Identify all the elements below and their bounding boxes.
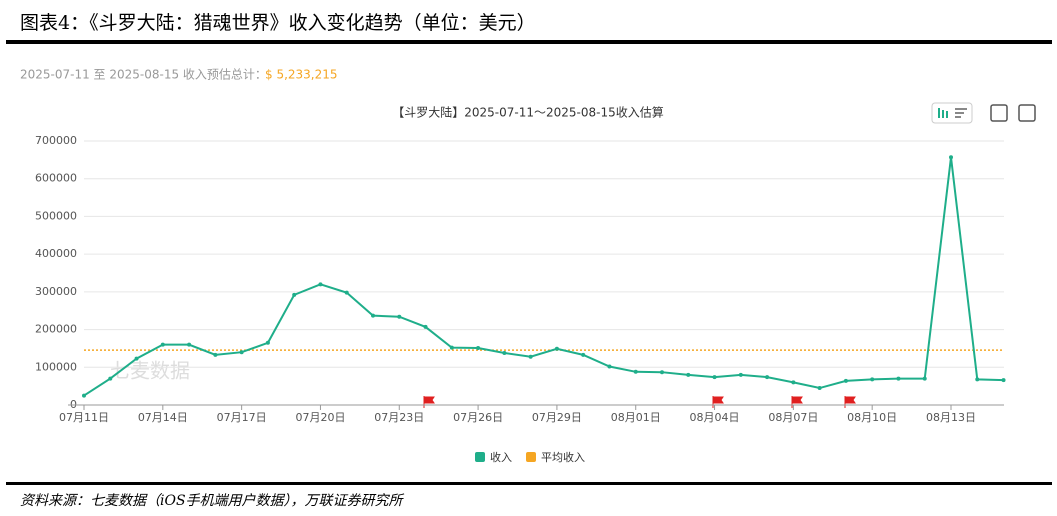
point bbox=[738, 372, 743, 377]
point bbox=[449, 345, 454, 350]
point bbox=[843, 378, 848, 383]
icon bbox=[955, 108, 967, 110]
point bbox=[765, 375, 770, 380]
point bbox=[528, 354, 533, 359]
point bbox=[949, 155, 953, 160]
point bbox=[581, 352, 586, 357]
point bbox=[686, 372, 691, 377]
point bbox=[213, 352, 218, 357]
summary-label: 2025-07-11 至 2025-08-15 收入预估总计： bbox=[20, 68, 267, 82]
point bbox=[239, 350, 244, 355]
flags bbox=[423, 396, 856, 408]
x-tick-label: 07月29日 bbox=[532, 411, 582, 424]
flag bbox=[712, 396, 724, 408]
toolbar[interactable] bbox=[931, 102, 1036, 124]
y-tick-label: 200000 bbox=[35, 323, 77, 336]
point bbox=[502, 350, 507, 355]
point bbox=[134, 356, 139, 361]
flag bbox=[844, 396, 856, 408]
flag bbox=[791, 396, 803, 408]
x-tick-label: 07月17日 bbox=[217, 411, 267, 424]
point bbox=[344, 290, 349, 295]
x-tick-label: 08月01日 bbox=[611, 411, 661, 424]
download-button[interactable] bbox=[1018, 104, 1036, 122]
point bbox=[870, 377, 875, 382]
point bbox=[1001, 378, 1006, 383]
point bbox=[554, 346, 559, 351]
point bbox=[397, 314, 402, 319]
source: 资料来源：七麦数据（iOS手机端用户数据），万联证券研究所 bbox=[20, 493, 405, 509]
icon bbox=[942, 110, 944, 118]
x-tick-label: 08月07日 bbox=[768, 411, 818, 424]
flag bbox=[423, 396, 435, 408]
y-tick-label: 700000 bbox=[35, 134, 77, 147]
x-tick-label: 07月11日 bbox=[59, 411, 109, 424]
point bbox=[896, 376, 901, 381]
legend-swatch bbox=[475, 452, 485, 462]
x-tick-label: 08月04日 bbox=[690, 411, 740, 424]
point bbox=[633, 369, 638, 374]
x-tick-label: 07月14日 bbox=[138, 411, 188, 424]
point bbox=[975, 377, 980, 382]
legend-label: 收入 bbox=[490, 450, 512, 464]
watermark: 七麦数据 bbox=[110, 359, 190, 383]
icon bbox=[955, 116, 961, 118]
header-rule bbox=[6, 40, 1052, 44]
summary-total: $ 5,233,215 bbox=[265, 68, 338, 82]
point bbox=[108, 376, 113, 381]
y-tick-label: 600000 bbox=[35, 172, 77, 185]
header-title: 图表4：《斗罗大陆：猎魂世界》收入变化趋势（单位：美元） bbox=[20, 12, 536, 34]
x-tick-label: 08月13日 bbox=[926, 411, 976, 424]
footer-rule bbox=[6, 482, 1052, 485]
icon bbox=[938, 108, 940, 118]
legend-label: 平均收入 bbox=[541, 450, 585, 464]
point bbox=[318, 282, 323, 287]
point bbox=[187, 342, 192, 347]
point bbox=[922, 376, 927, 381]
image-button[interactable] bbox=[990, 104, 1008, 122]
point bbox=[423, 324, 428, 329]
point bbox=[292, 292, 297, 297]
x-tick-label: 07月20日 bbox=[295, 411, 345, 424]
point bbox=[265, 340, 270, 345]
y-tick-label: 300000 bbox=[35, 285, 77, 298]
point bbox=[712, 375, 717, 380]
point bbox=[817, 386, 822, 391]
point bbox=[791, 380, 796, 385]
x-tick-label: 07月26日 bbox=[453, 411, 503, 424]
point bbox=[160, 342, 165, 347]
series-line bbox=[83, 157, 1004, 397]
x-tick-label: 08月10日 bbox=[847, 411, 897, 424]
icon bbox=[946, 111, 948, 118]
legend-swatch bbox=[526, 452, 536, 462]
chart-title: 【斗罗大陆】2025-07-11～2025-08-15收入估算 bbox=[392, 105, 663, 120]
point bbox=[607, 364, 612, 369]
point bbox=[476, 346, 481, 351]
y-tick-label: 400000 bbox=[35, 247, 77, 260]
point bbox=[371, 313, 375, 318]
y-tick-label: 100000 bbox=[35, 360, 77, 373]
icon bbox=[955, 112, 964, 114]
point bbox=[82, 393, 86, 398]
point bbox=[660, 370, 664, 375]
x-tick-label: 07月23日 bbox=[374, 411, 424, 424]
y-tick-label: 500000 bbox=[35, 209, 77, 222]
